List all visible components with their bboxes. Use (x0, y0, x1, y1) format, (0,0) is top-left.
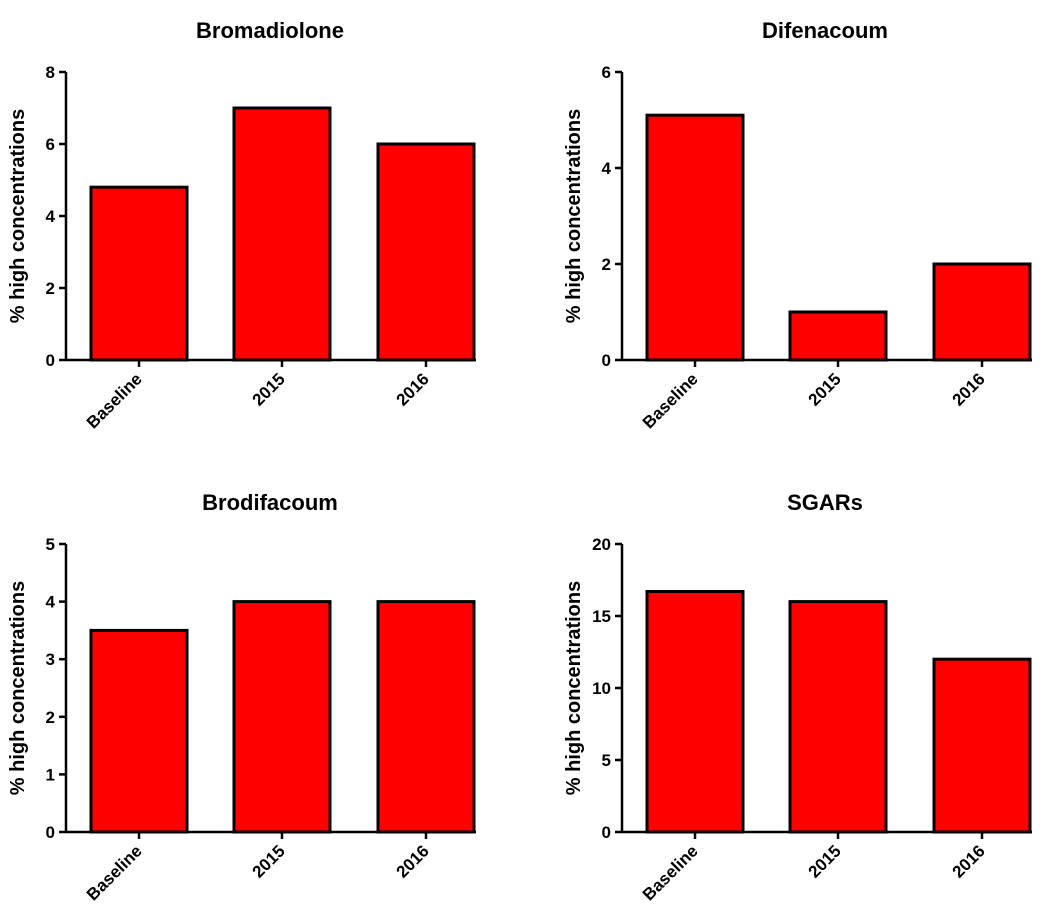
bar-2016 (376, 142, 476, 362)
bar-2016 (932, 657, 1032, 834)
chart-panel-difenacoum: Difenacoum % high concentrations 0 2 4 6 Basel… (563, 18, 1032, 432)
x-tick-label: 2016 (393, 841, 433, 881)
y-tick-label: 0 (46, 823, 55, 842)
y-tick-label: 6 (46, 135, 55, 154)
x-tick-label: Baseline (83, 841, 146, 904)
y-axis-label: % high concentrations (563, 109, 585, 323)
chart-panel-bromadiolone: Bromadiolone % high concentrations 0 2 4 6 8 Ba… (7, 18, 476, 432)
y-tick-label: 0 (602, 351, 611, 370)
x-tick-label: 2016 (949, 841, 989, 881)
x-tick-label: 2015 (249, 369, 289, 409)
chart-title: Difenacoum (762, 18, 888, 43)
y-tick-label: 20 (592, 535, 611, 554)
chart-panel-sgars: SGARs % high concentrations 0 5 10 15 20 Baseli… (563, 490, 1032, 904)
y-axis-label: % high concentrations (7, 109, 29, 323)
x-tick-label: Baseline (639, 369, 702, 432)
y-tick-label: 10 (592, 679, 611, 698)
x-tick-label: 2016 (393, 369, 433, 409)
y-tick-label: 0 (46, 351, 55, 370)
y-tick-label: 3 (46, 650, 55, 669)
x-tick-label: 2015 (805, 369, 845, 409)
y-tick-label: 5 (46, 535, 55, 554)
bar-baseline (89, 628, 189, 834)
x-tick-label: 2015 (805, 841, 845, 881)
x-tick-label: 2016 (949, 369, 989, 409)
x-tick-label: Baseline (639, 841, 702, 904)
y-tick-label: 2 (46, 708, 55, 727)
chart-panel-brodifacoum: Brodifacoum % high concentrations 0 1 2 3 4 5 Ba… (7, 490, 476, 904)
y-tick-label: 4 (602, 159, 612, 178)
y-tick-label: 4 (46, 593, 56, 612)
y-tick-label: 2 (602, 255, 611, 274)
bar-2016 (376, 600, 476, 834)
y-tick-label: 15 (592, 607, 611, 626)
y-tick-label: 2 (46, 279, 55, 298)
x-tick-label: Baseline (83, 369, 146, 432)
y-axis-label: % high concentrations (563, 581, 585, 795)
bar-2015 (788, 310, 888, 362)
y-tick-label: 1 (46, 765, 55, 784)
bar-2016 (932, 262, 1032, 362)
y-tick-label: 4 (46, 207, 56, 226)
bar-2015 (232, 600, 332, 834)
y-tick-label: 5 (602, 751, 611, 770)
chart-title: SGARs (787, 490, 863, 515)
y-tick-label: 6 (602, 63, 611, 82)
bar-2015 (232, 106, 332, 362)
bar-baseline (645, 113, 745, 362)
y-tick-label: 8 (46, 63, 55, 82)
y-tick-label: 0 (602, 823, 611, 842)
y-axis-label: % high concentrations (7, 581, 29, 795)
bar-baseline (89, 185, 189, 362)
chart-title: Brodifacoum (202, 490, 338, 515)
chart-title: Bromadiolone (196, 18, 344, 43)
bar-baseline (645, 590, 745, 834)
x-tick-label: 2015 (249, 841, 289, 881)
bar-2015 (788, 600, 888, 834)
